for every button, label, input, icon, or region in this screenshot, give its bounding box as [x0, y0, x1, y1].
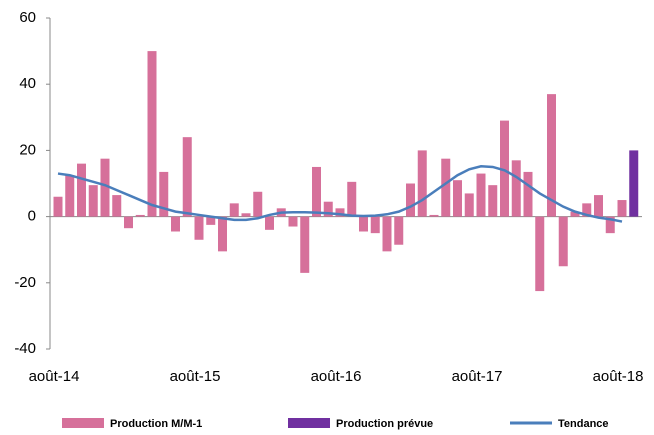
bar — [382, 216, 392, 252]
bar — [582, 203, 592, 217]
bar — [441, 158, 451, 217]
legend-label: Tendance — [558, 418, 609, 430]
bar — [65, 175, 75, 217]
y-tick-label: -40 — [14, 340, 36, 357]
legend-label: Production M/M-1 — [110, 418, 202, 430]
bar — [182, 137, 192, 217]
x-tick-label: août-18 — [593, 368, 644, 385]
bar — [312, 166, 321, 217]
bar — [359, 216, 368, 232]
x-tick-label: août-14 — [29, 368, 80, 385]
y-tick-label: 60 — [19, 9, 36, 26]
bar — [417, 150, 427, 217]
bar — [265, 216, 274, 230]
bar — [300, 216, 310, 273]
bar — [206, 216, 216, 225]
bar — [488, 185, 498, 217]
bar — [171, 216, 180, 232]
bar — [629, 150, 639, 217]
bar — [511, 160, 521, 217]
bar — [253, 191, 263, 217]
bar — [453, 180, 462, 217]
y-tick-label: 40 — [19, 75, 36, 92]
bar — [88, 185, 98, 217]
bar — [594, 195, 603, 217]
bar — [124, 216, 133, 229]
legend-swatch — [62, 418, 104, 428]
bar — [605, 216, 615, 234]
bar — [523, 171, 533, 217]
bar — [429, 214, 439, 217]
bar — [347, 181, 357, 217]
bar — [241, 213, 251, 217]
bar — [100, 158, 110, 217]
bar — [159, 171, 169, 217]
bar — [112, 195, 122, 217]
legend-label: Production prévue — [336, 418, 433, 430]
bar — [370, 216, 380, 234]
bar — [394, 216, 404, 245]
bar — [617, 200, 627, 217]
bar — [218, 216, 227, 252]
bar — [335, 208, 345, 217]
y-tick-label: 20 — [19, 141, 36, 158]
bar — [288, 216, 298, 227]
bar — [77, 163, 86, 217]
bar — [229, 203, 239, 217]
bar — [558, 216, 568, 267]
x-tick-label: août-17 — [452, 368, 503, 385]
bar — [53, 196, 63, 217]
bar — [535, 216, 545, 292]
y-tick-label: 0 — [28, 208, 36, 225]
bar — [547, 94, 556, 217]
bar — [135, 214, 145, 217]
bar — [464, 193, 474, 217]
bar — [323, 201, 333, 217]
trend-line — [57, 165, 623, 223]
x-tick-label: août-15 — [170, 368, 221, 385]
bar — [570, 211, 580, 217]
bar — [147, 51, 157, 217]
legend-swatch — [288, 418, 330, 428]
y-tick-label: -20 — [14, 274, 36, 291]
bar — [194, 216, 204, 240]
bar — [406, 183, 415, 217]
bar — [476, 173, 486, 217]
x-tick-label: août-16 — [311, 368, 362, 385]
bar — [500, 120, 509, 217]
